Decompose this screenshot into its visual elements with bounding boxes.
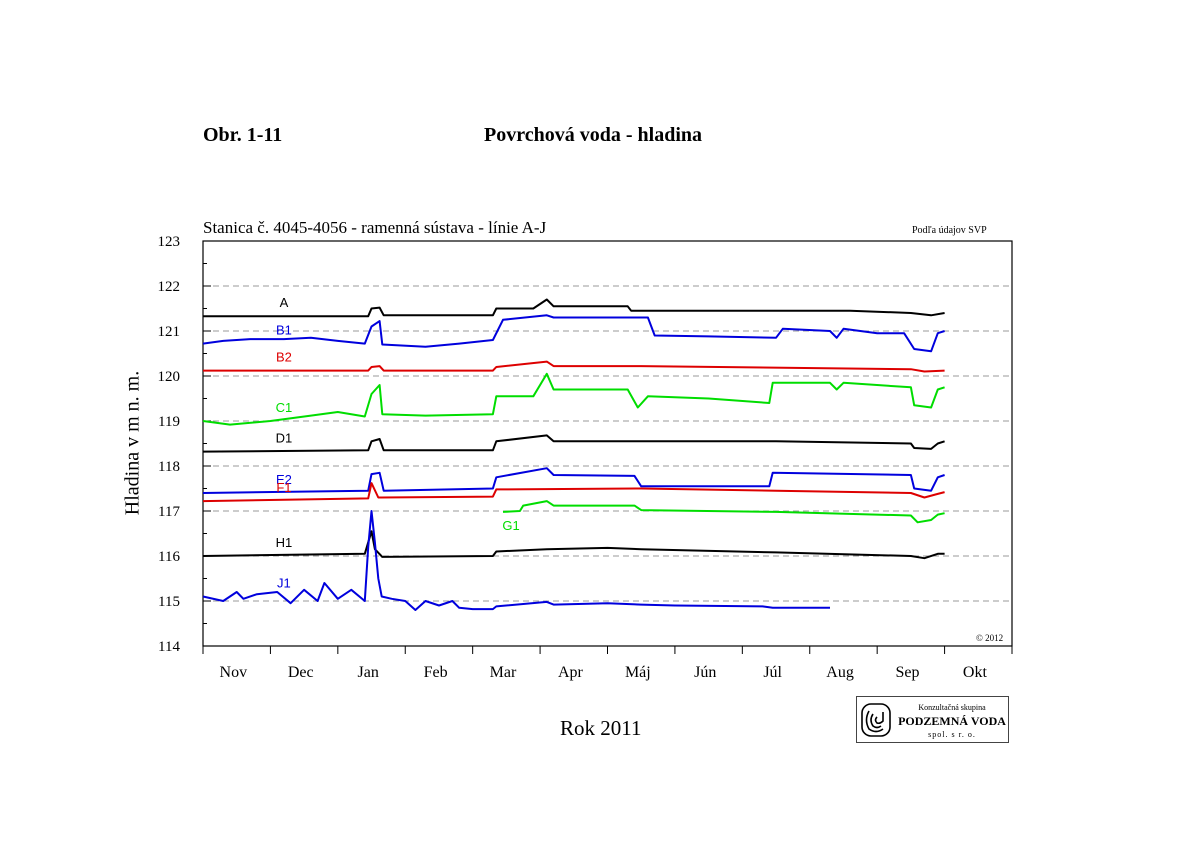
x-tick-label: Okt — [963, 664, 988, 681]
series-line-d1 — [202, 434, 945, 453]
series-line-h1 — [202, 530, 945, 560]
y-tick-label: 120 — [158, 369, 181, 385]
series-label-f1: F1 — [276, 480, 291, 495]
series-line-c1 — [202, 372, 945, 426]
series-line-g1 — [502, 500, 945, 524]
x-tick-label: Máj — [625, 664, 651, 681]
y-tick-label: 115 — [158, 594, 180, 610]
x-tick-label: Jún — [694, 664, 716, 681]
y-tick-label: 118 — [158, 459, 180, 475]
y-tick-label: 117 — [158, 504, 180, 520]
copyright-note: © 2012 — [976, 633, 1004, 643]
series-line-e2 — [202, 467, 945, 494]
series-label-j1: J1 — [277, 576, 291, 591]
y-axis-title: Hladina v m n. m. — [121, 370, 144, 516]
series-line-a — [203, 298, 945, 318]
x-tick-label: Mar — [490, 664, 517, 681]
x-tick-label: Jan — [358, 664, 379, 681]
page-title: Povrchová voda - hladina — [484, 124, 702, 146]
series-label-g1: G1 — [502, 518, 519, 533]
y-tick-label: 116 — [158, 549, 180, 565]
x-tick-label: Sep — [896, 664, 920, 681]
x-axis-title: Rok 2011 — [560, 716, 642, 740]
series-label-a: A — [280, 295, 289, 310]
series-line-j1 — [202, 510, 830, 611]
company-logo: Konzultačná skupina PODZEMNÁ VODA spol. … — [856, 696, 1009, 743]
x-tick-label: Aug — [826, 664, 854, 681]
y-tick-label: 123 — [158, 234, 181, 250]
series-label-c1: C1 — [276, 400, 293, 415]
chart-title: Stanica č. 4045-4056 - ramenná sústava -… — [203, 218, 547, 237]
series-label-e2: E2 — [276, 472, 292, 487]
logo-top-text: Konzultačná skupina — [918, 703, 986, 712]
logo-bottom-text: spol. s r. o. — [928, 730, 976, 739]
y-tick-label: 119 — [158, 414, 180, 430]
series-label-d1: D1 — [276, 431, 293, 446]
y-tick-label: 121 — [158, 324, 181, 340]
x-tick-label: Feb — [424, 664, 448, 681]
logo-spiral-icon — [861, 703, 891, 737]
series-line-f1 — [202, 482, 945, 503]
series-line-b2 — [203, 360, 945, 373]
x-tick-label: Apr — [558, 664, 584, 681]
series-label-b2: B2 — [276, 350, 292, 365]
series-label-h1: H1 — [276, 535, 293, 550]
y-tick-label: 122 — [158, 279, 181, 295]
figure-label: Obr. 1-11 — [203, 124, 283, 146]
source-note: Podľa údajov SVP — [912, 225, 987, 236]
x-tick-label: Júl — [763, 664, 782, 681]
x-tick-label: Nov — [220, 664, 248, 681]
series-label-b1: B1 — [276, 323, 292, 338]
series-line-b1 — [202, 314, 945, 353]
logo-company-name: PODZEMNÁ VODA — [898, 714, 1006, 728]
x-tick-label: Dec — [288, 664, 314, 681]
y-tick-label: 114 — [158, 639, 180, 655]
